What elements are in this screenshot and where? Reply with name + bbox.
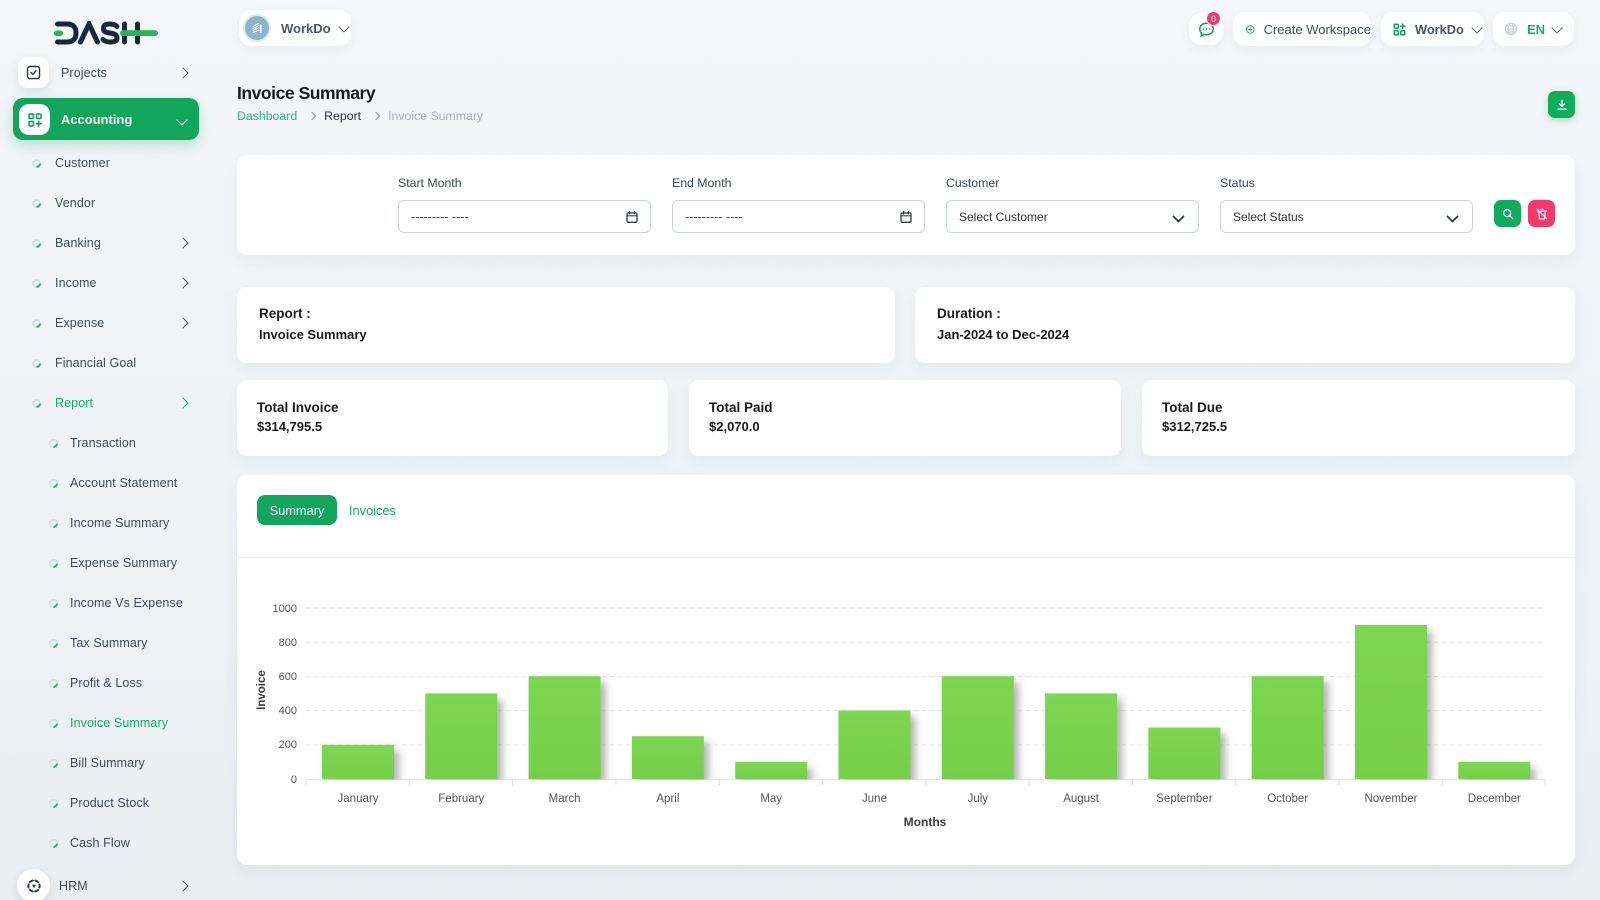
svg-text:200: 200 [279, 739, 297, 751]
svg-text:February: February [438, 793, 484, 805]
svg-text:400: 400 [279, 705, 297, 717]
svg-text:December: December [1468, 793, 1521, 805]
svg-text:September: September [1156, 793, 1212, 805]
svg-text:1000: 1000 [273, 603, 297, 615]
svg-text:March: March [549, 793, 581, 805]
svg-text:April: April [656, 793, 679, 805]
svg-text:May: May [760, 793, 782, 805]
svg-text:0: 0 [291, 774, 297, 786]
svg-text:600: 600 [279, 671, 297, 683]
svg-text:August: August [1063, 793, 1100, 805]
svg-text:October: October [1267, 793, 1308, 805]
svg-text:800: 800 [279, 637, 297, 649]
svg-text:July: July [968, 793, 989, 805]
svg-text:June: June [862, 793, 887, 805]
svg-text:January: January [338, 793, 379, 805]
svg-text:November: November [1364, 793, 1417, 805]
svg-text:Invoice: Invoice [256, 670, 268, 710]
svg-text:Months: Months [904, 815, 947, 829]
